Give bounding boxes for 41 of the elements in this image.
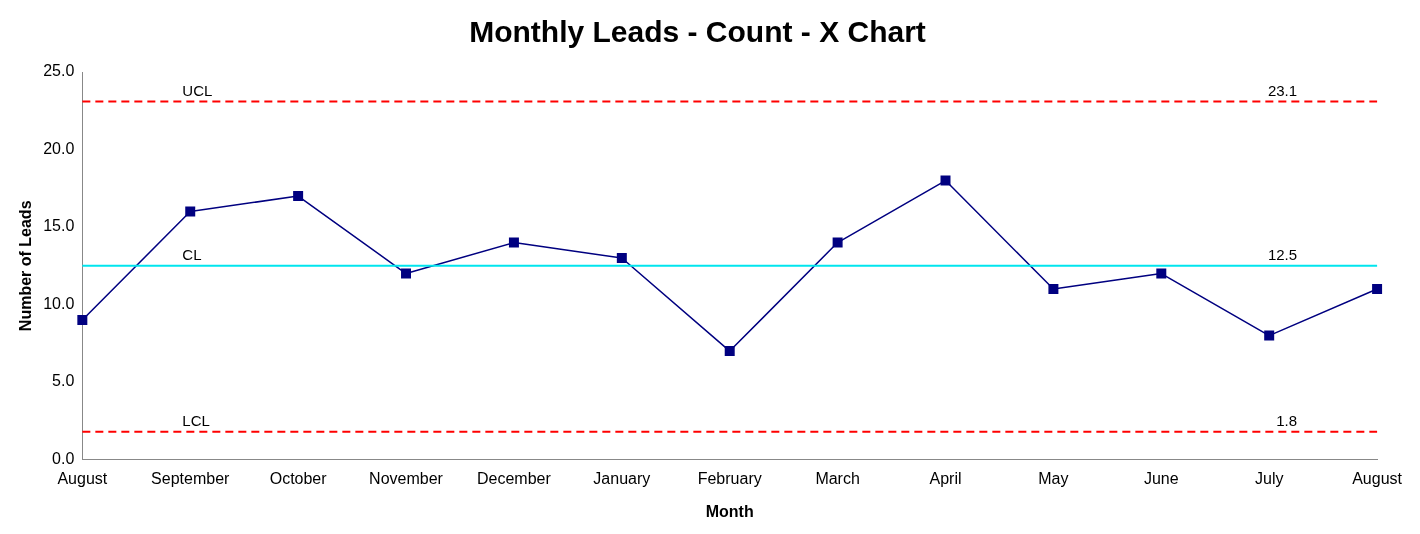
x-tick-label: October bbox=[269, 469, 328, 487]
ref-line-label: CL bbox=[182, 246, 202, 264]
point bbox=[508, 237, 519, 248]
annotation: 12.5 bbox=[1267, 246, 1298, 264]
x-tick-label: September bbox=[151, 469, 231, 487]
x-tick-label: June bbox=[1143, 469, 1179, 487]
y-tick-label: 0.0 bbox=[52, 450, 75, 468]
point bbox=[401, 268, 412, 279]
ref-line-label: LCL bbox=[182, 412, 210, 430]
x-tick-label: July bbox=[1254, 469, 1284, 487]
x-tick-label: August bbox=[1352, 469, 1403, 487]
point bbox=[724, 346, 735, 357]
point bbox=[293, 191, 304, 202]
point bbox=[1264, 330, 1275, 341]
point bbox=[1156, 268, 1167, 279]
annotation: 23.1 bbox=[1267, 82, 1298, 100]
point bbox=[185, 206, 196, 217]
x-tick-label: January bbox=[593, 469, 651, 487]
point bbox=[1372, 284, 1383, 295]
x-tick-label: March bbox=[815, 469, 860, 487]
point bbox=[832, 237, 843, 248]
point bbox=[940, 175, 951, 186]
x-tick-label: August bbox=[57, 469, 108, 487]
y-tick-label: 10.0 bbox=[43, 294, 75, 312]
x-tick-label: February bbox=[697, 469, 762, 487]
annotation: 1.8 bbox=[1276, 412, 1298, 430]
y-tick-label: 25.0 bbox=[43, 62, 75, 80]
x-tick-label: December bbox=[477, 469, 552, 487]
point bbox=[616, 253, 627, 264]
point bbox=[1048, 284, 1059, 295]
x-tick-label: November bbox=[369, 469, 444, 487]
x-axis-title: Month bbox=[705, 502, 754, 520]
point bbox=[77, 315, 88, 326]
ref-line-label: UCL bbox=[182, 82, 213, 100]
chart-title: Monthly Leads - Count - X Chart bbox=[469, 15, 926, 49]
x-tick-label: May bbox=[1038, 469, 1069, 487]
x-tick-label: April bbox=[929, 469, 962, 487]
y-tick-label: 5.0 bbox=[52, 372, 75, 390]
y-axis-title: Number of Leads bbox=[17, 200, 35, 332]
y-tick-label: 20.0 bbox=[43, 139, 75, 157]
y-tick-label: 15.0 bbox=[43, 217, 75, 235]
